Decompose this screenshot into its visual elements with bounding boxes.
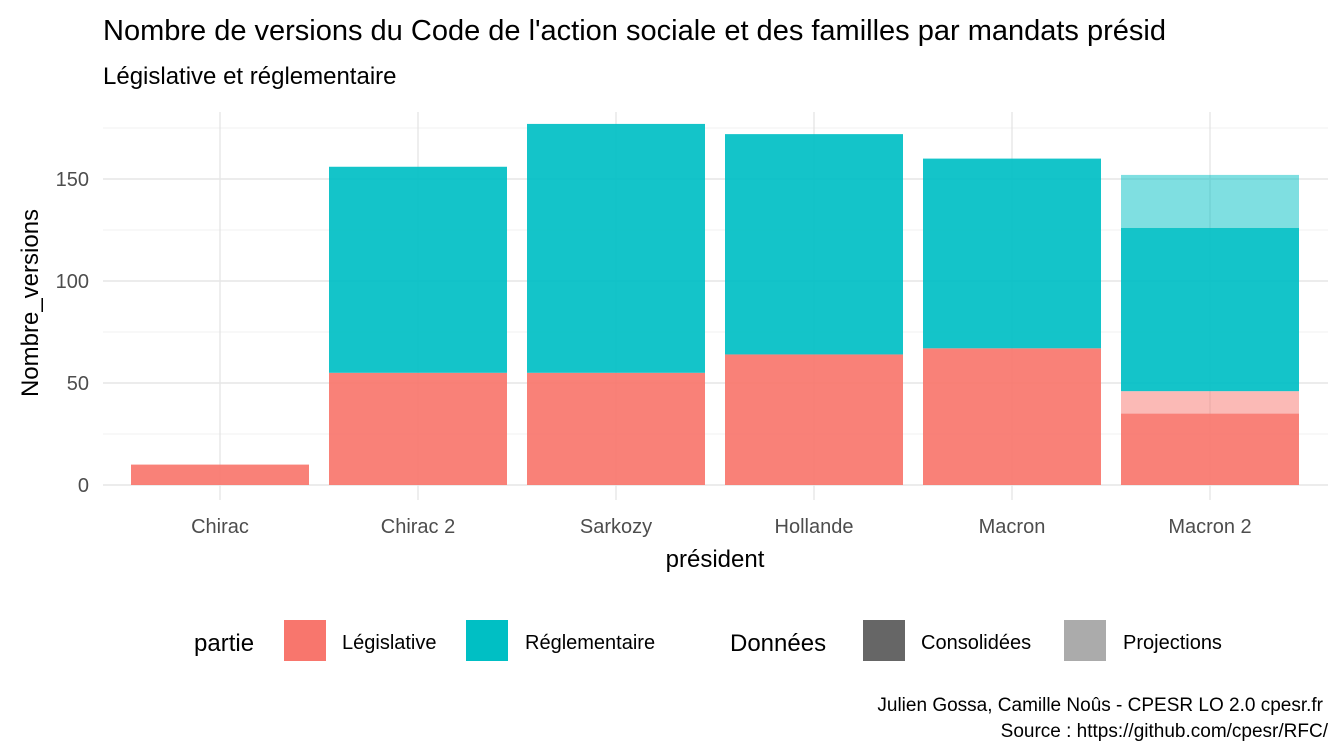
caption-line-2: Source : https://github.com/cpesr/RFC/ xyxy=(1001,721,1329,742)
legend-key-legislative xyxy=(284,620,326,661)
caption-line-1: Julien Gossa, Camille Noûs - CPESR LO 2.… xyxy=(877,695,1323,716)
legend: partie Législative Réglementaire Données… xyxy=(194,620,1222,661)
bar-legislative-consolidees xyxy=(131,464,309,485)
bar-reglementaire-consolidees xyxy=(527,123,705,373)
legend-title-partie: partie xyxy=(194,630,254,657)
legend-key-projections xyxy=(1064,620,1106,661)
chart-title: Nombre de versions du Code de l'action s… xyxy=(103,15,1166,47)
bar-legislative-consolidees xyxy=(527,372,705,485)
legend-label-reglementaire: Réglementaire xyxy=(525,632,655,654)
x-axis-label: président xyxy=(666,546,765,573)
y-tick-label: 50 xyxy=(67,373,89,395)
bars xyxy=(131,123,1299,485)
x-tick-label: Hollande xyxy=(775,516,854,538)
x-tick-label: Macron 2 xyxy=(1168,516,1251,538)
bar-reglementaire-projections xyxy=(1121,174,1299,228)
x-tick-label: Chirac 2 xyxy=(381,516,455,538)
y-tick-label: 100 xyxy=(56,271,89,293)
bar-reglementaire-consolidees xyxy=(725,134,903,355)
legend-key-reglementaire xyxy=(466,620,508,661)
legend-label-legislative: Législative xyxy=(342,632,437,654)
x-tick-label: Macron xyxy=(979,516,1046,538)
bar-legislative-consolidees xyxy=(923,348,1101,485)
legend-label-projections: Projections xyxy=(1123,632,1222,654)
y-tick-label: 0 xyxy=(78,475,89,497)
y-tick-label: 150 xyxy=(56,169,89,191)
x-tick-label: Chirac xyxy=(191,516,249,538)
legend-title-donnees: Données xyxy=(730,630,826,657)
legend-label-consolidees: Consolidées xyxy=(921,632,1031,654)
x-tick-label: Sarkozy xyxy=(580,516,652,538)
x-axis-ticks: Chirac Chirac 2 Sarkozy Hollande Macron Macro… xyxy=(191,516,1252,538)
bar-legislative-consolidees xyxy=(1121,413,1299,485)
y-axis-ticks: 0 50 100 150 xyxy=(56,169,89,497)
bar-legislative-consolidees xyxy=(725,354,903,485)
legend-key-consolidees xyxy=(863,620,905,661)
bar-legislative-consolidees xyxy=(329,372,507,485)
chart-subtitle: Législative et réglementaire xyxy=(103,63,397,90)
bar-reglementaire-consolidees xyxy=(329,166,507,373)
bar-reglementaire-consolidees xyxy=(1121,227,1299,392)
bar-legislative-projections xyxy=(1121,391,1299,414)
bar-reglementaire-consolidees xyxy=(923,158,1101,349)
y-axis-label: Nombre_versions xyxy=(17,209,44,397)
